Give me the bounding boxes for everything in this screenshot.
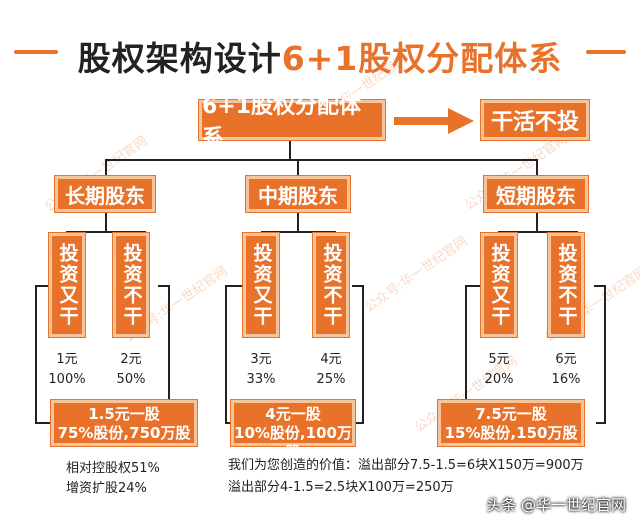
connector-line — [289, 140, 291, 160]
option-value: 3元 33% — [231, 350, 291, 390]
connector-line — [465, 285, 467, 424]
option-invest-and-work: 投资又干 — [243, 233, 279, 337]
title-dash-left — [14, 50, 58, 54]
connector-line — [35, 422, 51, 424]
result-shares: 10%股份,100万股 — [234, 424, 352, 461]
connector-line — [604, 285, 606, 424]
connector-line — [352, 285, 364, 287]
connector-line — [225, 285, 243, 287]
share-label: 20% — [484, 372, 514, 387]
connector-line — [594, 285, 606, 287]
source-credit: 头条 @华一世纪官网 — [486, 496, 626, 514]
connector-line — [596, 422, 606, 424]
connector-line — [362, 285, 364, 424]
connector-line — [261, 231, 336, 233]
connector-line — [225, 422, 231, 424]
tier-short: 短期股东 — [484, 176, 588, 212]
price-label: 4元 — [320, 352, 342, 367]
connector-line — [105, 210, 107, 232]
result-shares: 75%股份,750万股 — [57, 424, 191, 442]
arrow-right-icon — [394, 108, 474, 134]
share-label: 16% — [551, 372, 581, 387]
result-long: 1.5元一股 75%股份,750万股 — [51, 400, 197, 446]
connector-line — [225, 285, 227, 424]
option-value: 6元 16% — [536, 350, 596, 390]
option-invest-not-work: 投资不干 — [113, 233, 149, 337]
note-expansion: 增资扩股24% — [66, 481, 147, 496]
price-label: 1元 — [56, 352, 78, 367]
note-value: 我们为您创造的价值：溢出部分7.5-1.5=6块X150万=900万 — [228, 458, 584, 473]
option-value: 2元 50% — [101, 350, 161, 390]
share-label: 100% — [48, 372, 86, 387]
result-shares: 15%股份,150万股 — [444, 424, 578, 442]
result-price: 4元一股 — [265, 405, 321, 423]
connector-line — [536, 210, 538, 232]
price-label: 6元 — [555, 352, 577, 367]
option-value: 5元 20% — [469, 350, 529, 390]
share-label: 50% — [116, 372, 146, 387]
connector-line — [158, 285, 170, 287]
title-bar: 股权架构设计6+1股权分配体系 — [0, 18, 640, 78]
title-dash-right — [586, 50, 626, 54]
tier-mid: 中期股东 — [246, 176, 350, 212]
share-label: 33% — [246, 372, 276, 387]
connector-line — [105, 159, 107, 176]
note-control: 相对控股权51% — [66, 461, 160, 476]
connector-line — [536, 159, 538, 176]
tier-long: 长期股东 — [55, 176, 155, 212]
result-short: 7.5元一股 15%股份,150万股 — [438, 400, 584, 446]
connector-line — [168, 285, 170, 424]
option-value: 4元 25% — [301, 350, 361, 390]
price-label: 2元 — [120, 352, 142, 367]
result-price: 7.5元一股 — [475, 405, 547, 423]
connector-line — [35, 285, 37, 424]
connector-line — [66, 231, 146, 233]
connector-line — [355, 422, 364, 424]
top-node-main: 6+1股权分配体系 — [199, 94, 385, 151]
title-accent: 6+1股权分配体系 — [281, 39, 563, 78]
result-mid: 4元一股 10%股份,100万股 — [231, 400, 355, 461]
title-prefix: 股权架构设计 — [77, 39, 282, 78]
share-label: 25% — [316, 372, 346, 387]
option-value: 1元 100% — [37, 350, 97, 390]
note-overflow: 溢出部分4-1.5=2.5块X100万=250万 — [228, 480, 454, 495]
connector-line — [35, 285, 49, 287]
option-invest-not-work: 投资不干 — [548, 233, 584, 337]
top-node-side: 干活不投 — [481, 100, 589, 140]
option-invest-and-work: 投资又干 — [481, 233, 517, 337]
connector-line — [465, 285, 481, 287]
result-price: 1.5元一股 — [88, 405, 160, 423]
page-title: 股权架构设计6+1股权分配体系 — [66, 32, 574, 80]
option-invest-not-work: 投资不干 — [313, 233, 349, 337]
connector-line — [297, 210, 299, 232]
option-invest-and-work: 投资又干 — [49, 233, 85, 337]
connector-line — [498, 231, 578, 233]
connector-line — [105, 159, 538, 161]
price-label: 3元 — [250, 352, 272, 367]
connector-line — [297, 159, 299, 176]
price-label: 5元 — [488, 352, 510, 367]
watermark: 公众号:华一世纪官网 — [362, 233, 471, 316]
